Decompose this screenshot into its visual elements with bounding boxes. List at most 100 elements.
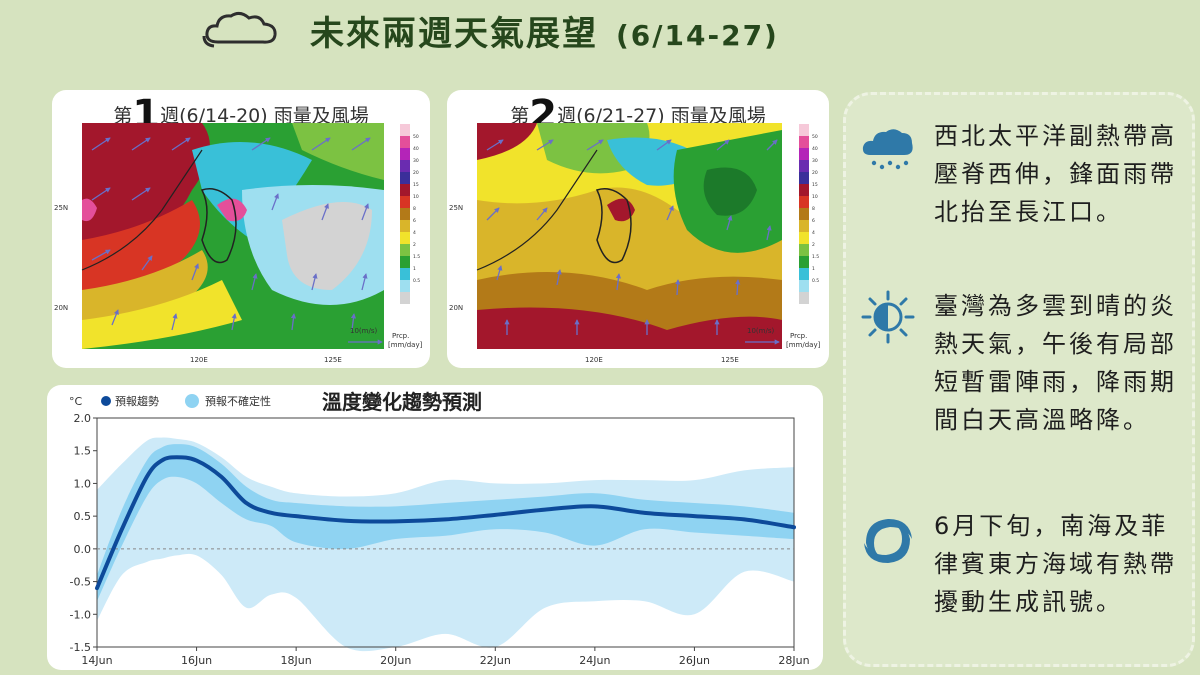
legend-color-cell [799, 232, 809, 244]
y-tick-label: 0.0 [74, 543, 92, 556]
legend-color-cell [400, 268, 410, 280]
week1-lon-125e: 125E [324, 356, 342, 364]
temperature-chart-card: 溫度變化趨勢預測 °C 預報趨勢 預報不確定性 2.0 1.5 1.0 0.5 0.0 -… [47, 385, 823, 670]
legend-color-cell [400, 292, 410, 304]
legend-color-cell [400, 160, 410, 172]
week2-rain-wind-map: 25N 20N 120E 125E 10(m/s) Prcp. [mm/day]… [449, 123, 821, 364]
week1-rain-wind-map: 25N 20N 120E 125E 10(m/s) Prcp. [mm/day]… [54, 123, 423, 364]
legend-color-cell [400, 256, 410, 268]
legend-level-label: 6 [413, 218, 416, 224]
page-title: 未來兩週天氣展望 (6/14-27) [310, 6, 779, 55]
week1-lat-25n: 25N [54, 204, 68, 212]
week1-lat-20n: 20N [54, 304, 68, 312]
x-tick-label: 16Jun [181, 654, 212, 667]
info-text-rain: 西北太平洋副熱帶高壓脊西伸，鋒面雨帶北抬至長江口。 [934, 122, 1177, 226]
legend-level-label: 1 [413, 266, 416, 272]
chart-ylabel: °C [69, 395, 83, 408]
typhoon-icon [864, 519, 912, 563]
legend-level-label: 4 [413, 230, 416, 236]
y-tick-label: 1.5 [74, 445, 92, 458]
legend-level-label: 2 [413, 242, 416, 248]
legend-level-label: 6 [812, 218, 815, 224]
legend-color-cell [400, 136, 410, 148]
x-tick-label: 26Jun [679, 654, 710, 667]
legend-color-cell [799, 124, 809, 136]
week2-axis-labels: 25N 20N 120E 125E 10(m/s) Prcp. [mm/day] [449, 204, 821, 364]
week2-legend-unit: [mm/day] [786, 341, 821, 349]
legend-color-cell [799, 148, 809, 160]
sun-cloud-icon [861, 290, 915, 344]
legend-level-label: 1 [812, 266, 815, 272]
legend-color-cell [400, 184, 410, 196]
legend-level-label: 4 [812, 230, 815, 236]
y-tick-label: -1.5 [70, 641, 91, 654]
header: 未來兩週天氣展望 (6/14-27) [0, 0, 1200, 70]
legend-color-cell [400, 124, 410, 136]
legend-color-cell [799, 172, 809, 184]
legend-level-label: 40 [812, 146, 818, 152]
week2-legend-title: Prcp. [790, 332, 807, 340]
legend-color-cell [799, 220, 809, 232]
legend-trend-swatch [101, 396, 111, 406]
rain-cloud-icon [862, 129, 913, 170]
legend-level-label: 15 [812, 182, 818, 188]
legend-color-cell [799, 136, 809, 148]
legend-level-label: 1.5 [413, 254, 420, 260]
legend-color-cell [400, 232, 410, 244]
legend-level-label: 10 [413, 194, 419, 200]
week2-prefix: 第 [510, 105, 530, 127]
week1-prefix: 第 [113, 105, 133, 127]
uncertainty-band-inner [97, 444, 794, 602]
legend-color-cell [799, 196, 809, 208]
week1-axis-labels: 25N 20N 120E 125E 10(m/s) Prcp. [mm/day] [54, 204, 423, 364]
legend-color-cell [400, 244, 410, 256]
info-text-typhoon: 6月下旬，南海及菲律賓東方海域有熱帶擾動生成訊號。 [934, 512, 1177, 616]
legend-color-cell [799, 268, 809, 280]
legend-color-cell [400, 280, 410, 292]
legend-level-label: 1.5 [812, 254, 819, 260]
legend-color-cell [799, 292, 809, 304]
legend-level-label: 10 [812, 194, 818, 200]
week1-lon-120e: 120E [190, 356, 208, 364]
x-tick-label: 28Jun [778, 654, 809, 667]
week2-lat-25n: 25N [449, 204, 463, 212]
temperature-trend-chart: 溫度變化趨勢預測 °C 預報趨勢 預報不確定性 2.0 1.5 1.0 0.5 0.0 -… [69, 390, 810, 667]
week1-coastline [81, 149, 237, 271]
week2-suffix: 週(6/21-27) 雨量及風場 [557, 105, 766, 127]
legend-level-label: 50 [413, 134, 419, 140]
y-tick-label: -1.0 [70, 608, 91, 621]
week2-wind-vectors [486, 139, 778, 335]
y-tick-label: 2.0 [74, 412, 92, 425]
x-tick-label: 22Jun [480, 654, 511, 667]
legend-uncertainty-label: 預報不確定性 [205, 394, 271, 408]
legend-level-label: 50 [812, 134, 818, 140]
legend-level-label: 30 [812, 158, 818, 164]
week1-map-card: 第 1 週(6/14-20) 雨量及風場 [52, 90, 430, 368]
x-tick-label: 18Jun [281, 654, 312, 667]
legend-uncertainty-swatch [185, 394, 199, 408]
page-title-text: 未來兩週天氣展望 [310, 14, 598, 54]
legend-level-label: 8 [413, 206, 416, 212]
legend-color-cell [400, 172, 410, 184]
week1-legend-title: Prcp. [392, 332, 409, 340]
trend-line [95, 455, 796, 591]
x-tick-label: 24Jun [579, 654, 610, 667]
y-tick-label: 0.5 [74, 510, 92, 523]
info-text-weather: 臺灣為多雲到晴的炎熱天氣，午後有局部短暫雷陣雨，降雨期間白天高溫略降。 [934, 292, 1177, 434]
x-tick-label: 20Jun [380, 654, 411, 667]
legend-level-label: 40 [413, 146, 419, 152]
legend-level-label: 8 [812, 206, 815, 212]
legend-color-cell [400, 208, 410, 220]
week1-precip-field [82, 123, 384, 349]
cloud-icon [202, 11, 277, 48]
legend-level-label: 2 [812, 242, 815, 248]
week1-precip-legend: 50 40 30 20 15 10 8 6 4 2 1.5 1 0.5 [400, 124, 420, 304]
y-tick-label: 1.0 [74, 477, 92, 490]
uncertainty-band-outer [97, 437, 794, 652]
chart-title: 溫度變化趨勢預測 [322, 390, 482, 414]
legend-color-cell [799, 256, 809, 268]
week1-suffix: 週(6/14-20) 雨量及風場 [160, 105, 369, 127]
legend-level-label: 15 [413, 182, 419, 188]
legend-color-cell [799, 280, 809, 292]
